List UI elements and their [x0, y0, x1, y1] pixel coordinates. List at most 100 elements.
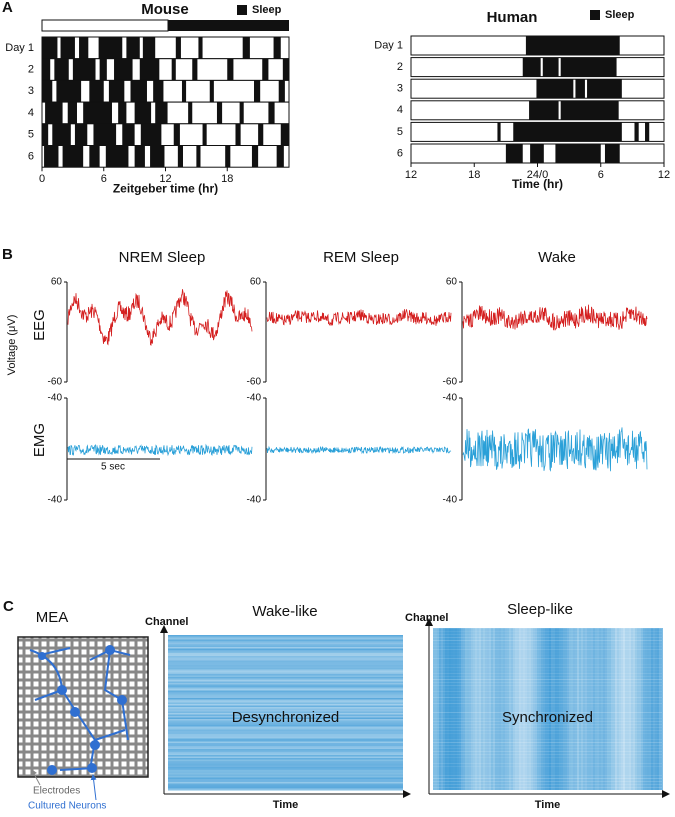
sleep-bout — [536, 79, 574, 99]
sleep-bout — [175, 37, 181, 59]
sleep-bout — [134, 145, 145, 168]
map-row — [433, 646, 662, 647]
sleep-bout — [497, 122, 501, 142]
neurons-label: Cultured Neurons — [28, 801, 106, 812]
map-row — [168, 653, 403, 655]
map-col — [637, 628, 639, 790]
sleep-bout — [72, 58, 96, 81]
map-row — [168, 741, 403, 743]
map-row — [433, 712, 662, 713]
map-row — [168, 726, 403, 728]
map-col — [441, 628, 443, 790]
map-col — [593, 628, 595, 790]
sleep-bout — [529, 100, 559, 120]
map-row — [168, 705, 403, 707]
sleep-bout — [604, 144, 620, 163]
map-row — [433, 784, 662, 785]
map-row — [168, 756, 403, 758]
emg-label: EMG — [31, 423, 48, 457]
map-row — [168, 654, 403, 656]
x-axis-label: Time (hr) — [512, 177, 563, 191]
map-row — [168, 696, 403, 698]
map-row — [168, 677, 403, 679]
eeg-label: EEG — [31, 309, 48, 341]
day-label: Day 1 — [5, 42, 34, 54]
sleep-bout — [522, 57, 541, 77]
sleep-bout — [645, 122, 650, 142]
map-title: Sleep-like — [507, 601, 573, 618]
map-col — [479, 628, 481, 790]
map-col — [469, 628, 471, 790]
sleep-bout — [105, 145, 129, 168]
map-row — [433, 760, 662, 761]
map-col — [605, 628, 607, 790]
map-col — [597, 628, 599, 790]
map-row — [168, 729, 403, 731]
sleep-bout — [634, 122, 639, 142]
map-col — [655, 628, 657, 790]
sleep-bout — [44, 145, 59, 168]
day-label: 3 — [397, 83, 403, 95]
map-col — [447, 628, 449, 790]
map-col — [491, 628, 493, 790]
map-row — [168, 708, 403, 710]
map-row — [168, 746, 403, 748]
map-row — [168, 695, 403, 697]
map-row — [433, 676, 662, 677]
map-row — [168, 686, 403, 688]
sleep-bout — [42, 80, 53, 103]
map-col — [661, 628, 663, 790]
y-tick-label: -60 — [443, 377, 458, 388]
map-x-label: Time — [273, 799, 298, 811]
sleep-bout — [130, 80, 147, 103]
map-col — [467, 628, 469, 790]
activity-map — [168, 635, 403, 791]
sleep-bout — [530, 144, 544, 163]
map-col — [659, 628, 661, 790]
x-tick-label: 18 — [221, 173, 233, 185]
day-label: 4 — [28, 107, 34, 119]
map-row — [168, 762, 403, 764]
map-row — [433, 748, 662, 749]
x-tick-label: 6 — [598, 169, 604, 181]
sleep-bout — [42, 123, 49, 146]
map-col — [433, 628, 435, 790]
map-row — [168, 639, 403, 641]
map-row — [433, 733, 662, 734]
map-col — [607, 628, 609, 790]
map-row — [168, 777, 403, 779]
map-row — [433, 682, 662, 683]
map-col — [657, 628, 659, 790]
sleep-bout — [513, 122, 622, 142]
map-col — [571, 628, 573, 790]
map-col — [489, 628, 491, 790]
sleep-bout — [254, 80, 261, 103]
sleep-bout — [171, 58, 176, 81]
map-col — [567, 628, 569, 790]
map-row — [168, 657, 403, 659]
map-row — [168, 707, 403, 709]
map-row — [168, 671, 403, 673]
sleep-bout — [52, 123, 71, 146]
day-label: Day 1 — [374, 39, 403, 51]
map-row — [168, 773, 403, 775]
map-row — [168, 660, 403, 662]
sleep-bout — [239, 102, 244, 124]
map-col — [523, 628, 525, 790]
sleep-bout — [225, 145, 231, 168]
map-col — [503, 628, 505, 790]
sleep-bout — [142, 37, 156, 59]
map-row — [168, 711, 403, 713]
sleep-bout — [276, 145, 284, 168]
sleep-bout — [54, 58, 69, 81]
sleep-bout — [196, 145, 201, 168]
map-row — [168, 732, 403, 734]
map-col — [651, 628, 653, 790]
map-col — [511, 628, 513, 790]
map-col — [519, 628, 521, 790]
x-tick-label: 12 — [658, 169, 670, 181]
sleep-bout — [505, 144, 523, 163]
map-row — [168, 666, 403, 668]
map-col — [555, 628, 557, 790]
sleep-bout — [587, 79, 622, 99]
